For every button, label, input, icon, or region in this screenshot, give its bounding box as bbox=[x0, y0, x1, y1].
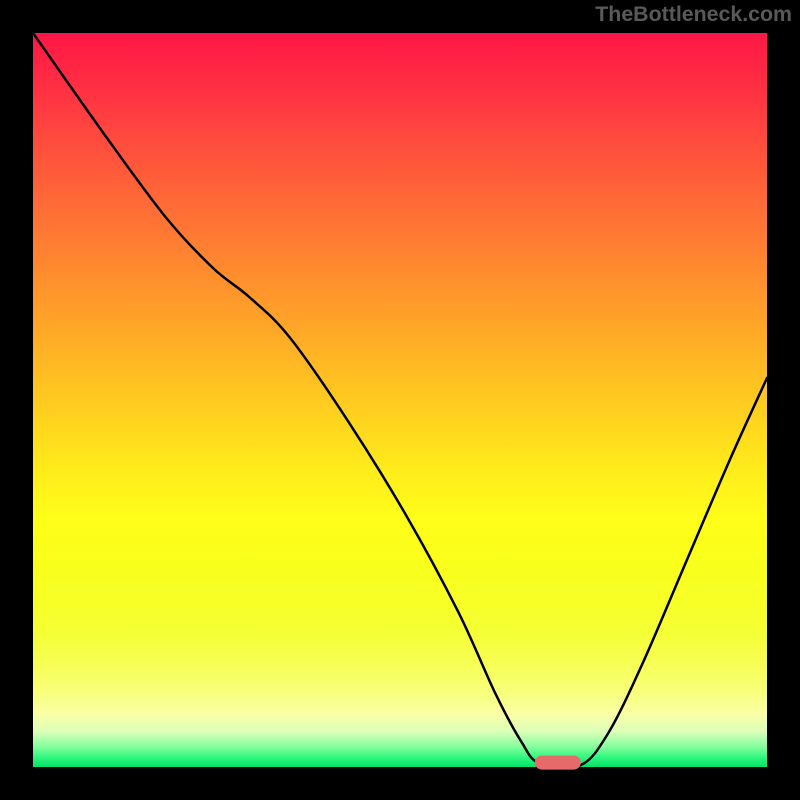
optimal-marker bbox=[535, 756, 581, 770]
bottleneck-chart bbox=[0, 0, 800, 800]
plot-area bbox=[33, 33, 767, 767]
chart-container: TheBottleneck.com bbox=[0, 0, 800, 800]
